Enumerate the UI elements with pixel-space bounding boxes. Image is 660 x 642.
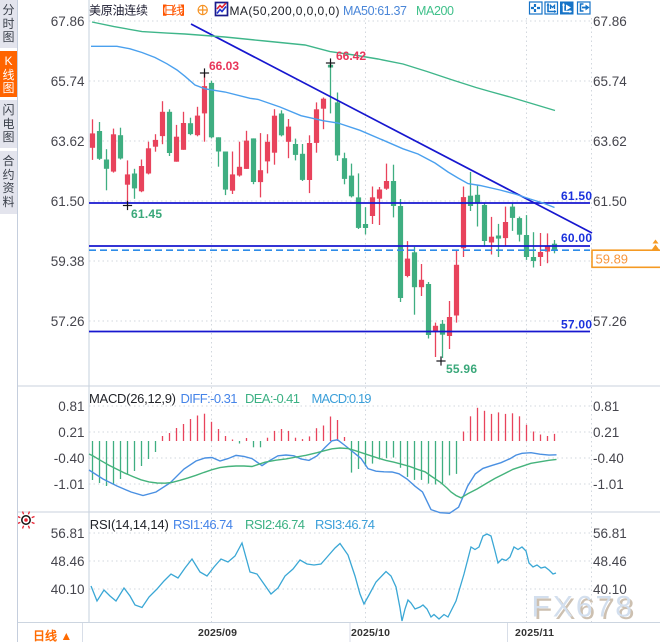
svg-text:66.42: 66.42 xyxy=(336,49,366,63)
svg-text:63.62: 63.62 xyxy=(51,134,85,149)
svg-text:0.81: 0.81 xyxy=(58,399,84,414)
svg-text:0.21: 0.21 xyxy=(58,425,84,440)
svg-text:65.74: 65.74 xyxy=(593,74,627,89)
svg-text:59.89: 59.89 xyxy=(596,252,629,267)
svg-text:RSI(14,14,14): RSI(14,14,14) xyxy=(90,517,169,532)
svg-text:MA50:61.37: MA50:61.37 xyxy=(343,4,407,18)
svg-text:-1.01: -1.01 xyxy=(54,477,85,492)
svg-text:61.50: 61.50 xyxy=(561,189,592,203)
svg-text:48.46: 48.46 xyxy=(593,554,627,569)
svg-text:61.50: 61.50 xyxy=(51,194,85,209)
svg-text:RSI3:46.74: RSI3:46.74 xyxy=(315,517,375,532)
svg-text:40.10: 40.10 xyxy=(593,582,627,597)
svg-text:FX678: FX678 xyxy=(534,593,637,626)
svg-text:-0.40: -0.40 xyxy=(593,451,624,466)
svg-text:2025/11: 2025/11 xyxy=(515,627,554,639)
svg-text:DIFF:-0.31: DIFF:-0.31 xyxy=(181,391,238,406)
svg-text:66.03: 66.03 xyxy=(209,59,239,73)
svg-text:56.81: 56.81 xyxy=(51,526,85,541)
svg-text:57.26: 57.26 xyxy=(593,314,627,329)
svg-text:美原油连续: 美原油连续 xyxy=(89,3,148,18)
svg-text:57.00: 57.00 xyxy=(561,318,592,332)
svg-text:56.81: 56.81 xyxy=(593,526,627,541)
svg-text:FX678: FX678 xyxy=(532,591,635,624)
svg-text:DEA:-0.41: DEA:-0.41 xyxy=(245,391,300,406)
svg-text:61.45: 61.45 xyxy=(131,207,162,221)
svg-text:40.10: 40.10 xyxy=(51,582,85,597)
svg-text:60.00: 60.00 xyxy=(561,231,592,245)
svg-text:2025/09: 2025/09 xyxy=(198,627,237,639)
svg-text:2025/10: 2025/10 xyxy=(351,627,390,639)
svg-text:RSI1:46.74: RSI1:46.74 xyxy=(173,517,233,532)
svg-text:65.74: 65.74 xyxy=(51,74,85,89)
svg-text:MACD(26,12,9): MACD(26,12,9) xyxy=(89,391,176,406)
svg-text:63.62: 63.62 xyxy=(593,134,627,149)
svg-text:MA(50,200,0,0,0,0): MA(50,200,0,0,0,0) xyxy=(230,4,340,18)
svg-text:0.81: 0.81 xyxy=(593,399,619,414)
svg-text:【日线】: 【日线】 xyxy=(155,4,192,18)
svg-text:48.46: 48.46 xyxy=(51,554,85,569)
svg-text:67.86: 67.86 xyxy=(51,14,85,29)
svg-text:MACD:0.19: MACD:0.19 xyxy=(312,391,372,406)
svg-text:59.38: 59.38 xyxy=(51,254,85,269)
svg-text:-0.40: -0.40 xyxy=(54,451,85,466)
svg-text:55.96: 55.96 xyxy=(446,362,477,376)
svg-text:57.26: 57.26 xyxy=(51,314,85,329)
svg-text:61.50: 61.50 xyxy=(593,194,627,209)
svg-text:RSI2:46.74: RSI2:46.74 xyxy=(245,517,305,532)
svg-text:-1.01: -1.01 xyxy=(593,477,624,492)
svg-text:67.86: 67.86 xyxy=(593,14,627,29)
svg-text:0.21: 0.21 xyxy=(593,425,619,440)
svg-text:MA200: MA200 xyxy=(416,4,454,18)
